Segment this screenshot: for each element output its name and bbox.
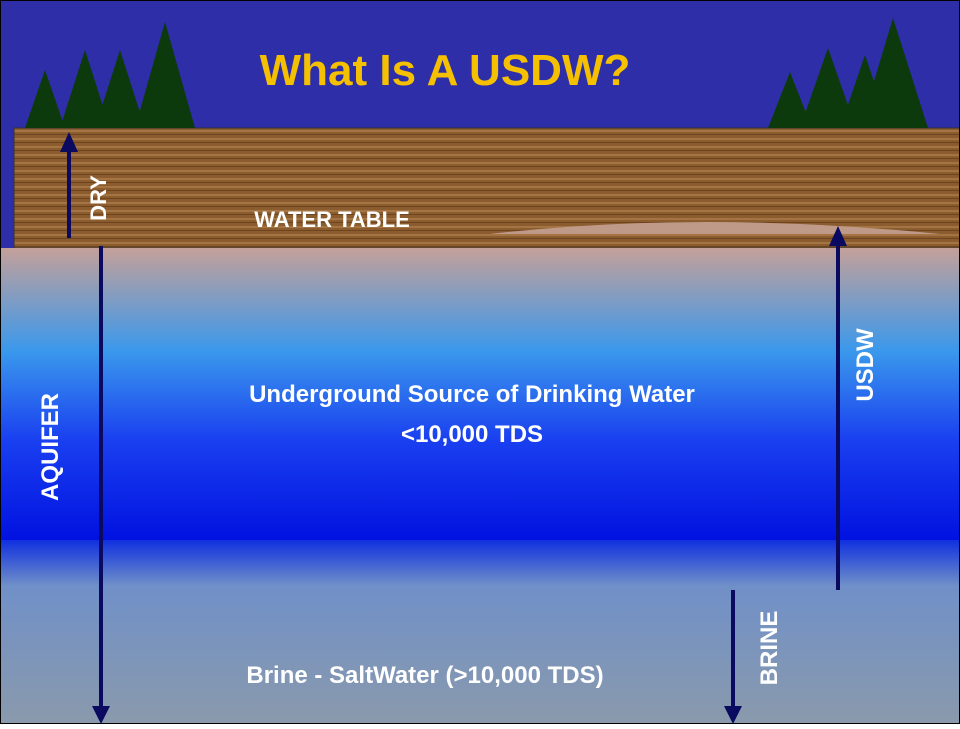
water-table-label: WATER TABLE (254, 207, 410, 232)
brine-layer (0, 540, 960, 724)
brine-description: Brine - SaltWater (>10,000 TDS) (246, 662, 603, 689)
brine-label: BRINE (756, 611, 783, 686)
usdw-label: USDW (852, 328, 879, 402)
usdw-tds: <10,000 TDS (401, 421, 543, 448)
aquifer-label: AQUIFER (37, 393, 64, 501)
usdw-description: Underground Source of Drinking Water (249, 381, 695, 408)
diagram: What Is A USDW? DRY WATER TABLE AQUIFER … (0, 0, 960, 724)
title: What Is A USDW? (260, 46, 631, 95)
dry-label: DRY (86, 175, 111, 221)
page: What Is A USDW? DRY WATER TABLE AQUIFER … (0, 0, 960, 724)
